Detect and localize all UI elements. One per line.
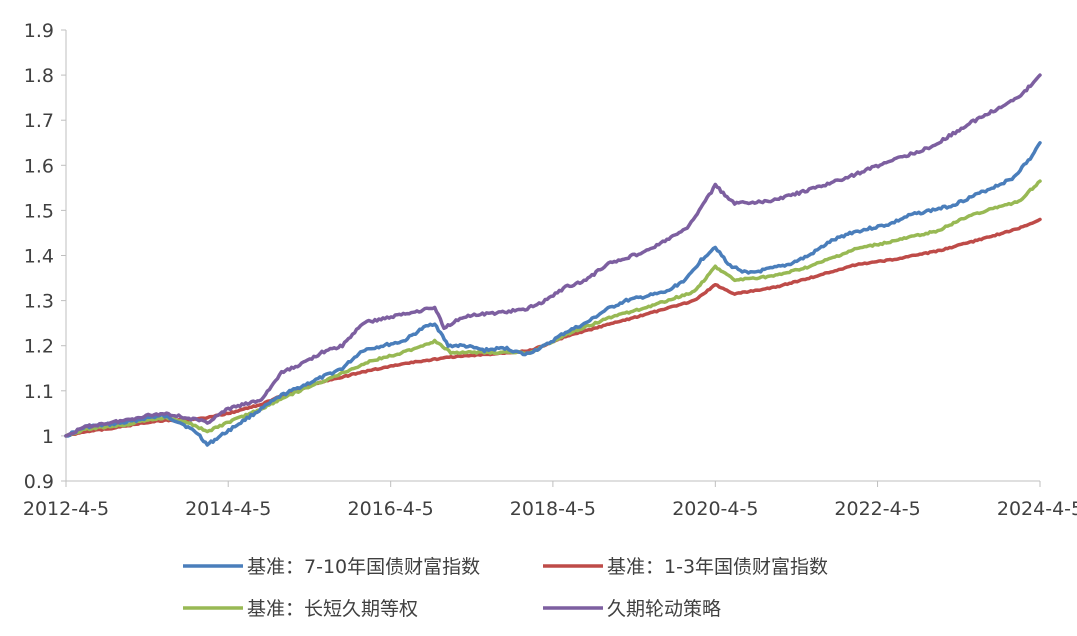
- legend-label: 基准：7-10年国债财富指数: [247, 556, 480, 578]
- legend-label: 久期轮动策略: [607, 598, 721, 620]
- y-tick-label: 1.5: [24, 200, 54, 222]
- legend-item-1: 基准：1-3年国债财富指数: [543, 556, 828, 578]
- x-tick-label: 2018-4-5: [510, 498, 596, 520]
- series-line-3: [64, 73, 1042, 438]
- legend-label: 基准：长短久期等权: [247, 598, 418, 620]
- x-tick-label: 2012-4-5: [23, 498, 109, 520]
- x-tick-label: 2022-4-5: [834, 498, 920, 520]
- series-line-0: [64, 141, 1042, 447]
- y-tick-label: 1.8: [24, 65, 54, 87]
- legend-item-3: 久期轮动策略: [543, 598, 721, 620]
- series-line-1: [64, 217, 1042, 438]
- y-tick-label: 1.1: [24, 381, 54, 403]
- series-line-2: [64, 179, 1042, 438]
- x-tick-label: 2020-4-5: [672, 498, 758, 520]
- y-tick-label: 1: [42, 426, 54, 448]
- x-tick-label: 2014-4-5: [185, 498, 271, 520]
- y-tick-label: 0.9: [24, 471, 54, 493]
- legend-item-0: 基准：7-10年国债财富指数: [183, 556, 480, 578]
- y-tick-label: 1.4: [24, 246, 54, 268]
- y-tick-label: 1.3: [24, 291, 54, 313]
- y-tick-label: 1.9: [24, 20, 54, 42]
- y-tick-label: 1.6: [24, 155, 54, 177]
- x-tick-label: 2016-4-5: [348, 498, 434, 520]
- x-tick-label: 2024-4-5: [997, 498, 1077, 520]
- legend-item-2: 基准：长短久期等权: [183, 598, 418, 620]
- legend-label: 基准：1-3年国债财富指数: [607, 556, 828, 578]
- x-axis: 2012-4-5 2014-4-5 2016-4-5 2018-4-5 2020-4-5…: [23, 480, 1077, 520]
- series-layer: [64, 73, 1042, 447]
- y-axis: 0.9 1 1.1 1.2 1.3 1.4 1.5 1.6 1.7 1.8 1.9: [24, 20, 67, 493]
- y-tick-label: 1.2: [24, 336, 54, 358]
- y-tick-label: 1.7: [24, 110, 54, 132]
